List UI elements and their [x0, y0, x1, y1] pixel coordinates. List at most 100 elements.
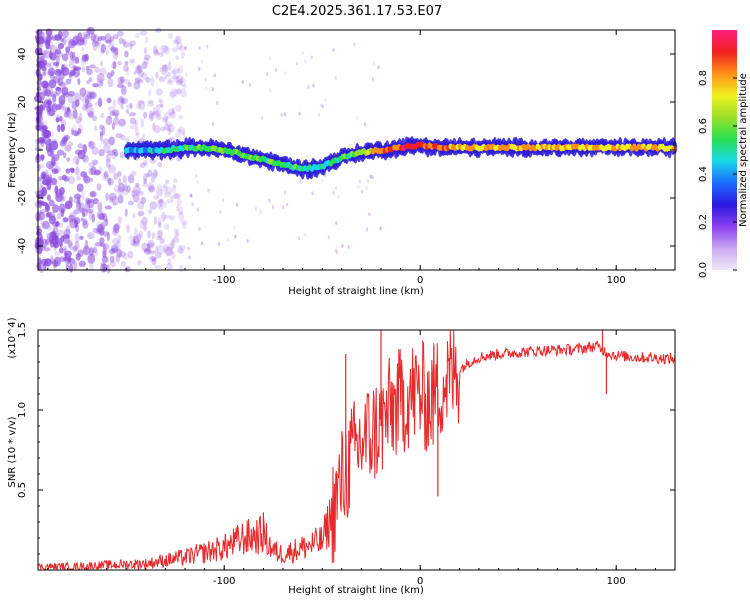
- noise-blob: [172, 185, 177, 194]
- noise-blob: [118, 177, 122, 185]
- noise-blob: [167, 108, 175, 116]
- noise-blob: [156, 103, 164, 109]
- noise-blob: [82, 104, 88, 111]
- noise-blob: [280, 113, 283, 118]
- noise-blob: [107, 106, 115, 113]
- x-tick-label: 100: [607, 275, 626, 286]
- noise-blob: [51, 168, 59, 175]
- noise-blob: [164, 74, 168, 80]
- noise-blob: [310, 55, 313, 60]
- noise-blob: [129, 102, 133, 110]
- spectrogram-x-axis-label: Height of straight line (km): [288, 286, 424, 297]
- noise-blob: [37, 200, 45, 205]
- noise-blob: [65, 168, 71, 174]
- noise-blob: [52, 93, 57, 103]
- noise-blob: [178, 245, 187, 251]
- noise-blob: [64, 202, 71, 210]
- noise-blob: [54, 48, 62, 55]
- noise-blob: [45, 160, 54, 170]
- noise-blob: [88, 140, 92, 147]
- noise-blob: [119, 151, 124, 159]
- noise-blob: [85, 197, 90, 204]
- noise-blob: [50, 255, 54, 265]
- noise-blob: [178, 211, 185, 221]
- noise-blob: [43, 82, 49, 90]
- noise-blob: [84, 95, 92, 104]
- noise-blob: [86, 200, 92, 205]
- noise-blob: [82, 97, 87, 107]
- noise-blob: [111, 244, 119, 253]
- noise-blob: [341, 243, 344, 248]
- noise-blob: [58, 81, 67, 87]
- noise-blob: [139, 162, 146, 169]
- track-core: [672, 145, 677, 152]
- noise-blob: [145, 76, 151, 83]
- noise-blob: [154, 125, 161, 134]
- noise-blob: [120, 85, 127, 96]
- noise-blob: [77, 249, 84, 257]
- noise-blob: [57, 30, 63, 40]
- noise-blob: [160, 126, 166, 132]
- noise-blob: [113, 151, 119, 157]
- noise-blob: [125, 108, 130, 114]
- noise-blob: [172, 237, 180, 244]
- noise-blob: [127, 174, 135, 184]
- noise-blob: [178, 248, 185, 254]
- noise-blob: [360, 189, 364, 194]
- noise-blob: [171, 184, 177, 189]
- noise-blob: [172, 67, 178, 76]
- noise-blob: [149, 250, 156, 255]
- noise-blob: [93, 169, 101, 176]
- noise-blob: [37, 107, 44, 116]
- noise-blob: [57, 42, 64, 50]
- noise-blob: [42, 50, 51, 59]
- noise-blob: [84, 98, 90, 105]
- noise-blob: [110, 69, 115, 77]
- noise-blob: [141, 242, 149, 252]
- noise-blob: [180, 88, 187, 98]
- noise-blob: [61, 64, 65, 72]
- noise-blob: [112, 228, 119, 236]
- noise-blob: [138, 190, 144, 196]
- noise-blob: [169, 215, 175, 221]
- noise-blob: [73, 209, 81, 215]
- noise-blob: [134, 189, 140, 197]
- noise-blob: [132, 235, 136, 244]
- noise-blob: [50, 140, 59, 151]
- noise-blob: [159, 98, 164, 108]
- noise-blob: [45, 176, 52, 181]
- noise-blob: [137, 260, 142, 266]
- noise-blob: [159, 67, 164, 73]
- noise-blob: [67, 93, 74, 104]
- noise-blob: [195, 173, 198, 178]
- noise-blob: [89, 92, 96, 99]
- noise-blob: [170, 88, 178, 97]
- noise-blob: [69, 72, 73, 81]
- noise-blob: [142, 173, 148, 182]
- noise-blob: [117, 216, 123, 224]
- noise-blob: [82, 245, 91, 256]
- noise-blob: [135, 32, 140, 39]
- noise-blob: [36, 56, 43, 65]
- noise-blob: [136, 233, 142, 243]
- noise-blob: [75, 116, 82, 125]
- noise-blob: [96, 227, 101, 235]
- noise-blob: [358, 179, 362, 184]
- noise-blob: [94, 66, 100, 74]
- noise-blob: [86, 26, 95, 35]
- noise-blob: [107, 115, 112, 120]
- noise-blob: [167, 123, 175, 133]
- noise-blob: [66, 106, 71, 113]
- noise-blob: [165, 262, 173, 271]
- noise-blob: [155, 187, 159, 198]
- noise-blob: [84, 103, 89, 109]
- snr-spikes: [262, 330, 608, 535]
- noise-blob: [175, 74, 184, 85]
- noise-blob: [39, 120, 48, 127]
- noise-blob: [248, 82, 252, 87]
- noise-blob: [77, 78, 81, 86]
- noise-blob: [72, 130, 79, 137]
- noise-blob: [151, 111, 156, 116]
- colorbar-tick-label: 0.4: [698, 166, 709, 182]
- noise-blob: [168, 32, 174, 39]
